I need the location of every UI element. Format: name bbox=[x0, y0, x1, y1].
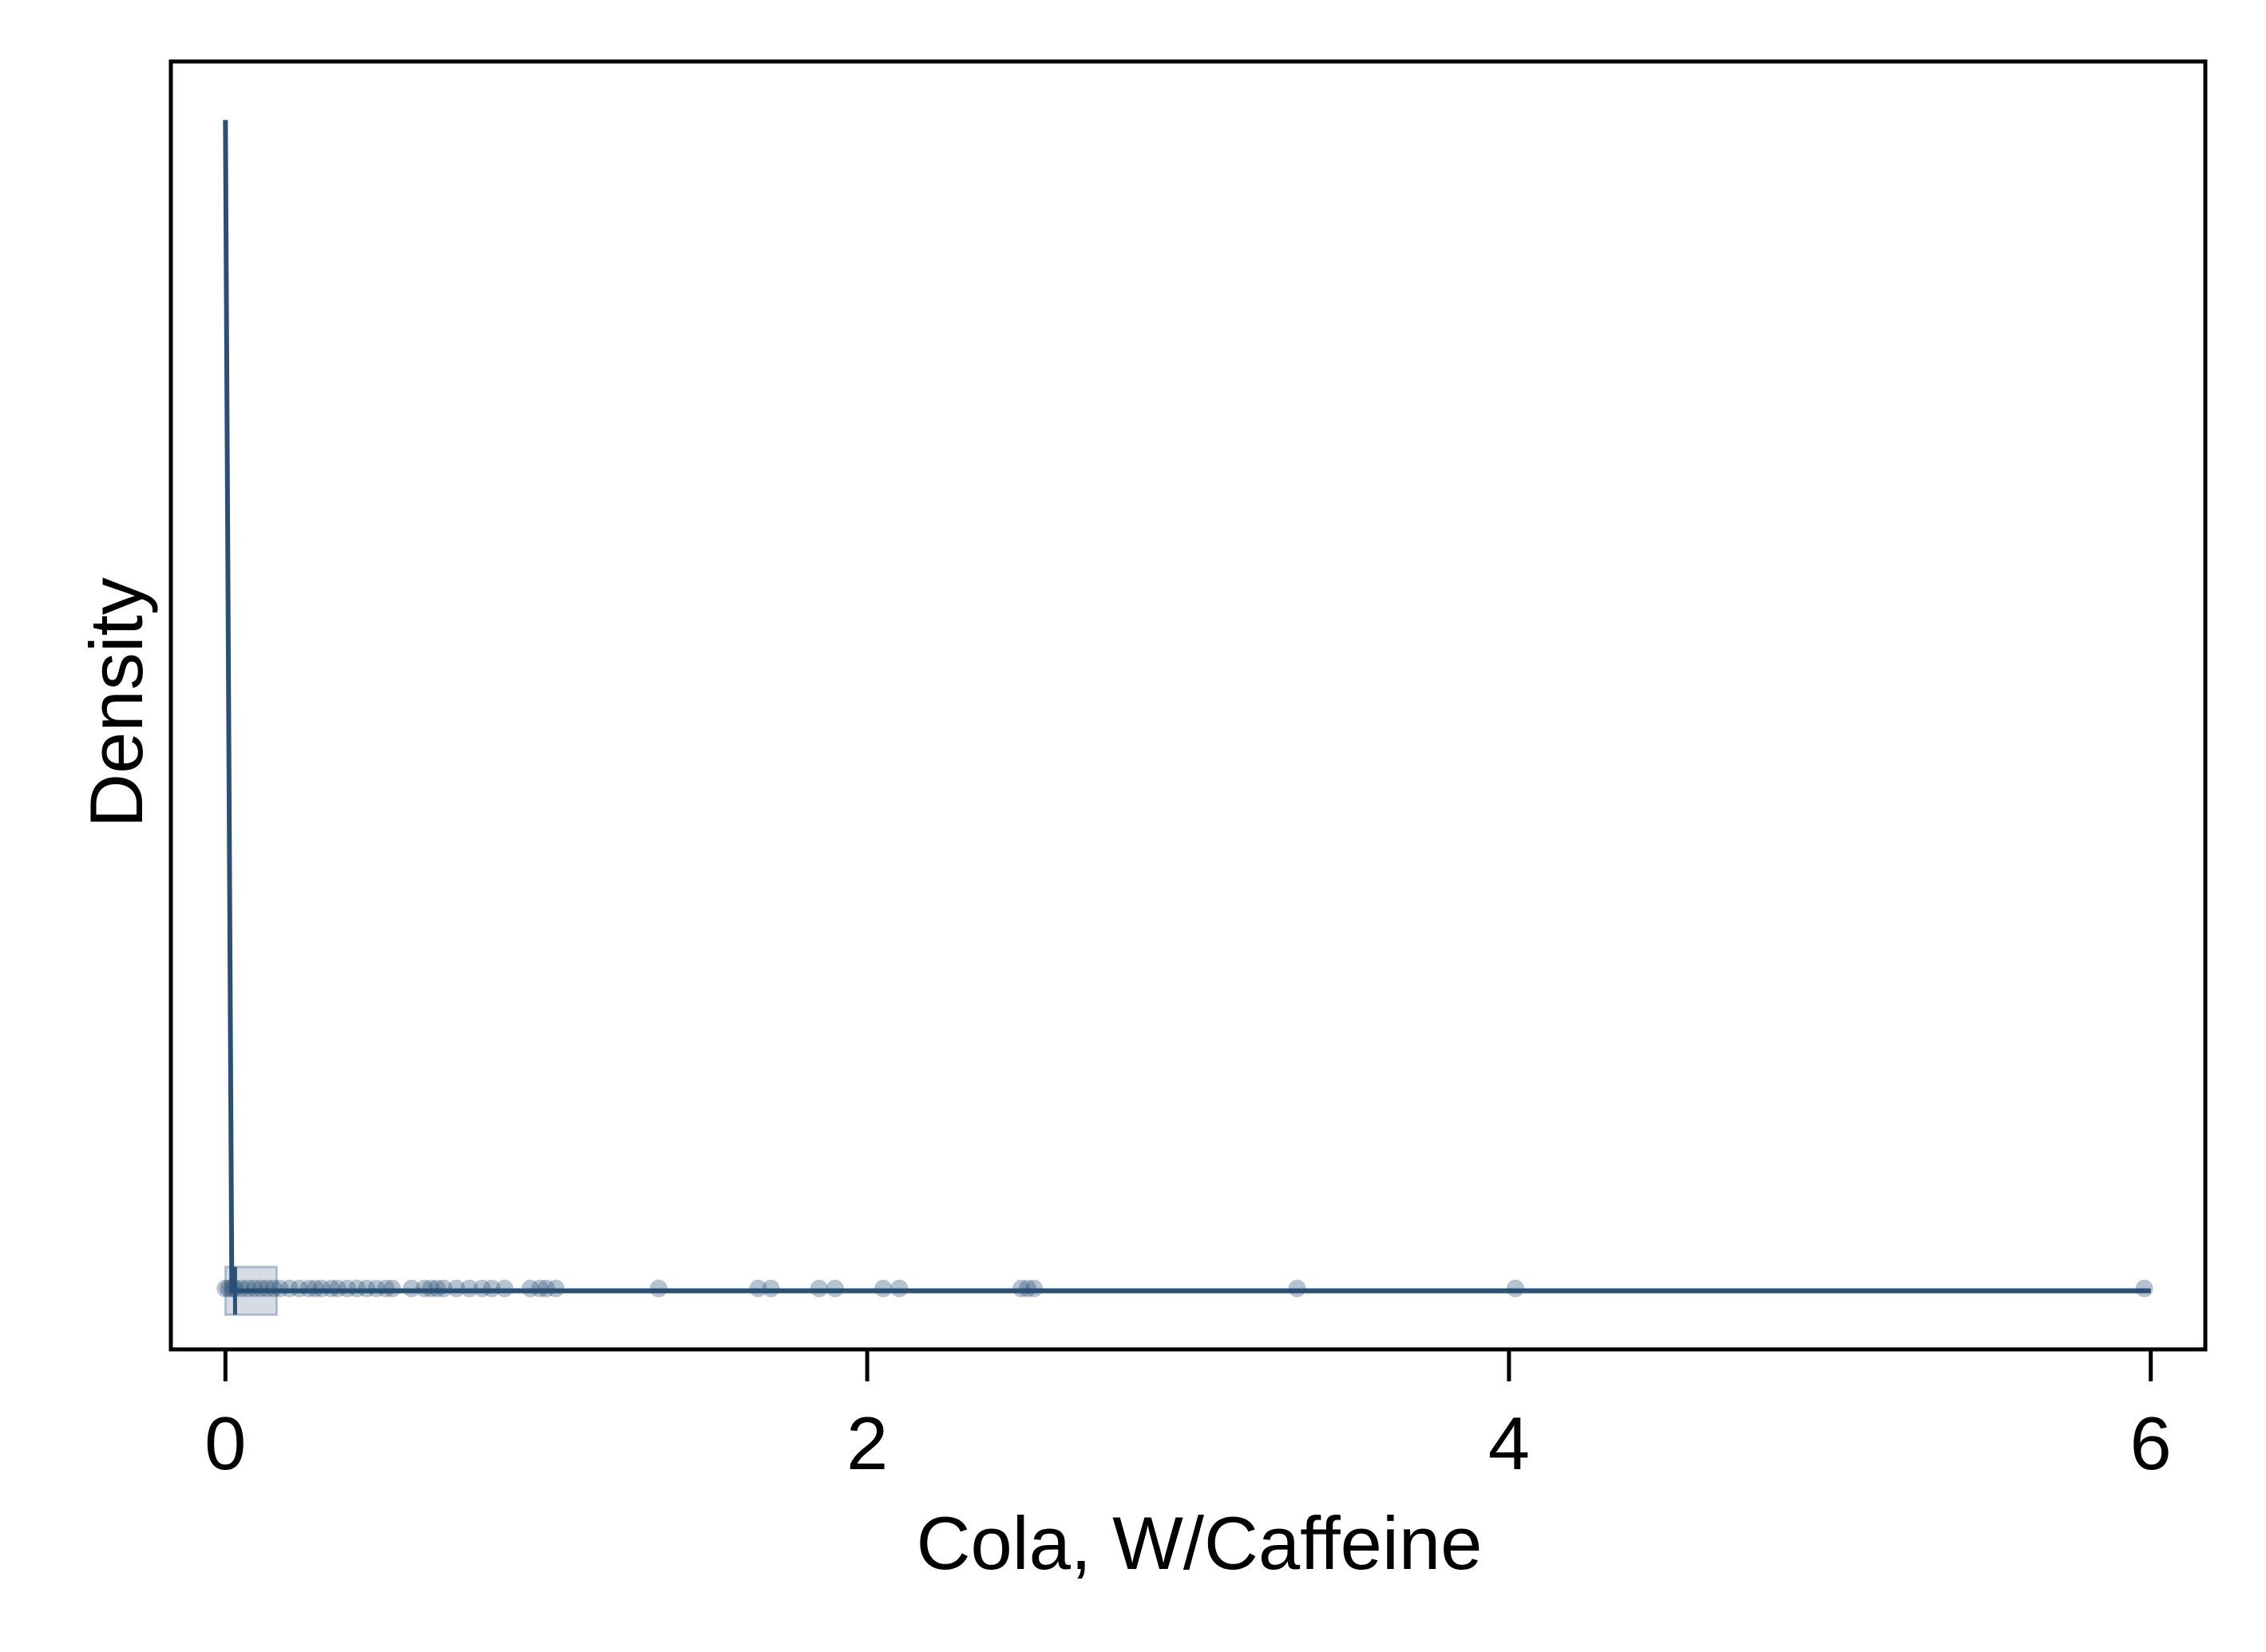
x-tick-label: 4 bbox=[1488, 1401, 1530, 1485]
plot-frame bbox=[168, 59, 2208, 1352]
y-axis-label: Density bbox=[74, 577, 158, 827]
x-axis-label: Cola, W/Caffeine bbox=[917, 1501, 1483, 1585]
density-line bbox=[223, 120, 2151, 1293]
x-tick-label: 2 bbox=[846, 1401, 888, 1485]
x-tick-label: 0 bbox=[204, 1401, 246, 1485]
x-tick-label: 6 bbox=[2130, 1401, 2172, 1485]
